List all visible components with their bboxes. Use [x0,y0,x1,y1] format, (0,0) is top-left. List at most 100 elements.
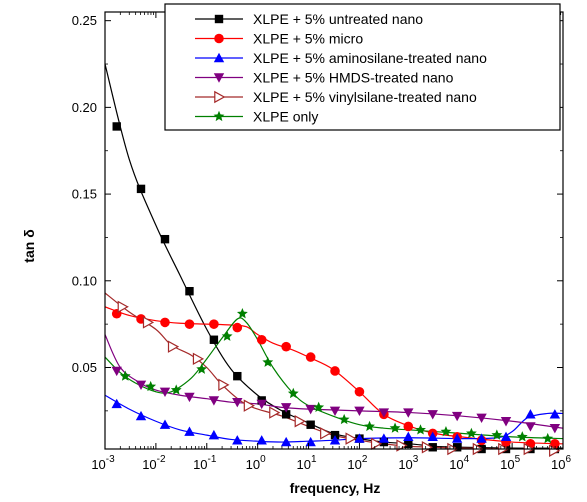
x-tick-label: 103 [398,454,418,472]
data-point-s4-10 [329,406,341,417]
data-point-s5-2 [142,316,155,329]
data-point-s3-14 [427,431,438,442]
data-point-s1-9 [306,420,315,429]
legend-marker-3 [213,52,225,63]
data-point-s2-11 [354,386,365,397]
data-point-s2-5 [209,319,219,329]
data-point-s3-2 [135,410,147,421]
data-point-s4-19 [549,423,561,434]
y-tick-label: 0.05 [72,360,97,375]
data-point-s4-16 [476,413,487,423]
legend-marker-6 [213,110,225,122]
x-tick-label: 100 [246,454,266,472]
x-tick-label: 105 [500,454,520,472]
data-point-s3-11 [354,433,365,443]
y-tick-label: 0.10 [72,273,97,288]
data-point-s2-13 [403,421,414,432]
data-point-s6-3 [170,384,182,395]
data-point-s4-2 [135,380,147,391]
legend-label-1: XLPE + 5% untreated nano [253,11,423,27]
data-point-s2-3 [160,317,170,328]
legend-marker-5 [214,90,226,104]
data-point-s4-15 [451,411,463,422]
data-point-s3-6 [232,435,243,445]
data-point-s6-4 [196,363,208,374]
data-point-s3-3 [159,419,171,429]
legend: XLPE + 5% untreated nano XLPE + 5% micro X… [164,3,561,131]
legend-marker-2 [214,33,224,44]
data-point-s1-10 [330,430,340,440]
data-point-s3-13 [403,431,414,442]
legend-label-6: XLPE only [253,109,318,125]
series-line-6 [105,317,563,440]
y-axis-title: tan δ [21,229,37,262]
data-point-s4-5 [208,396,220,406]
data-point-s2-19 [550,438,560,449]
data-point-s4-7 [256,399,267,410]
data-point-s1-5 [209,335,219,344]
legend-label-4: XLPE + 5% HMDS-treated nano [253,70,454,86]
data-point-s3-15 [451,433,463,443]
data-point-s4-6 [232,397,243,408]
data-point-s3-8 [280,436,292,447]
data-point-s4-12 [378,408,390,418]
legend-box [164,3,561,131]
data-point-s2-8 [281,341,291,352]
y-axis: 0.05 0.10 0.15 0.20 0.25 [72,13,563,412]
legend-label-3: XLPE + 5% aminosilane-treated nano [253,50,487,66]
data-point-s6-5 [221,330,233,341]
x-tick-label: 102 [347,454,367,472]
data-point-s6-6 [236,308,248,319]
data-point-s4-14 [427,410,438,420]
data-point-s6-16 [491,429,503,440]
legend-label-5: XLPE + 5% vinylsilane-treated nano [253,89,477,105]
data-point-s5-6 [243,399,255,412]
data-point-s4-11 [354,406,365,417]
y-tick-label: 0.15 [72,187,97,202]
data-point-s3-7 [256,435,267,445]
data-point-s3-17 [500,431,512,442]
data-point-s2-9 [305,352,316,362]
data-point-s6-9 [313,401,325,412]
data-point-s3-19 [549,409,561,419]
data-point-s1-15 [452,443,462,452]
data-point-s5-1 [117,300,129,314]
data-point-s5-9 [320,427,332,440]
data-point-s1-6 [233,371,242,381]
data-point-s3-5 [208,429,220,440]
data-point-s2-7 [256,334,267,345]
data-point-s1-3 [160,234,170,244]
data-point-s4-9 [305,404,316,415]
data-point-s4-18 [525,422,536,432]
data-point-s5-7 [269,406,281,419]
data-point-s4-3 [159,387,171,397]
legend-marker-4 [213,73,225,83]
x-tick-label: 101 [297,454,317,472]
x-tick-label: 106 [551,454,571,472]
data-point-s6-11 [364,420,375,432]
y-tick-label: 0.25 [72,13,97,28]
data-point-s4-8 [280,403,292,413]
x-axis-title: frequency, Hz [290,480,381,496]
series-markers [111,122,561,457]
series-line-3 [105,394,563,443]
data-point-s2-10 [330,366,340,376]
data-point-s5-8 [294,415,306,428]
data-point-s5-5 [218,378,230,392]
data-point-s6-17 [516,431,528,442]
data-point-s2-6 [232,322,243,333]
data-point-s6-15 [465,427,477,438]
x-tick-label: 10-3 [91,454,115,472]
data-point-s5-4 [192,352,205,366]
data-point-s1-13 [404,439,413,448]
data-point-s5-13 [421,441,434,454]
data-point-s1-8 [281,410,291,419]
data-point-s4-1 [111,366,122,377]
data-point-s5-11 [370,437,383,451]
data-point-s6-18 [542,432,554,444]
data-point-s6-8 [287,387,299,399]
data-point-s1-2 [136,184,146,194]
data-point-s6-14 [440,425,452,437]
data-point-s3-10 [329,435,341,445]
